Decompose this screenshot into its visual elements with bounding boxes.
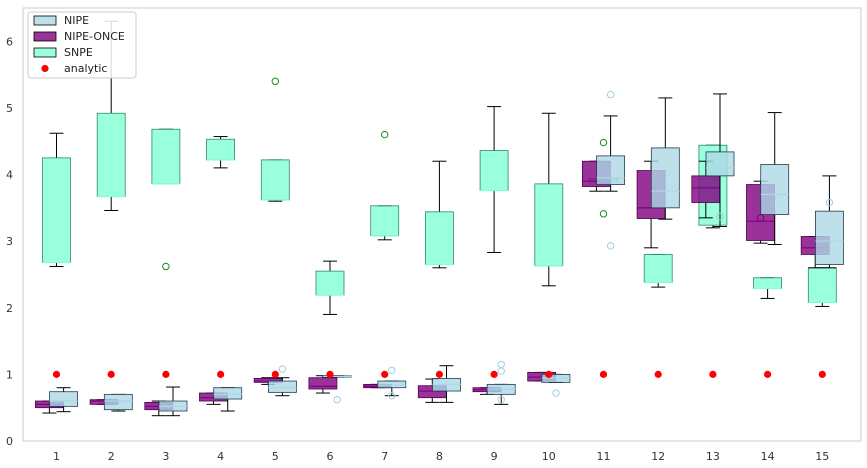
nipe-flier — [333, 395, 341, 404]
analytic-point — [162, 370, 170, 378]
legend: NIPE NIPE-ONCE SNPE analytic — [27, 11, 137, 79]
y-tick-label: 3 — [6, 235, 13, 248]
snpe-box — [206, 138, 236, 161]
snpe-box — [643, 254, 673, 283]
legend-frame — [27, 11, 137, 79]
x-tick-label: 2 — [108, 450, 115, 463]
nipe-box — [705, 151, 735, 177]
x-tick-label: 14 — [761, 450, 775, 463]
nipe-flier — [606, 242, 615, 250]
x-tick-label: 10 — [542, 450, 556, 463]
y-tick-label: 4 — [6, 169, 13, 182]
analytic-point — [599, 370, 608, 378]
snpe-box — [370, 205, 400, 237]
analytic-point — [764, 370, 772, 378]
analytic-point — [217, 370, 225, 378]
y-tick-label: 6 — [6, 35, 13, 48]
nipe-box — [377, 380, 407, 389]
analytic-point — [52, 370, 61, 378]
legend-marker-analytic — [41, 64, 49, 73]
legend-label-nipe: NIPE — [64, 14, 89, 27]
snpe-flier — [381, 130, 389, 139]
nipe-flier — [825, 198, 834, 207]
series-snpe — [42, 20, 837, 315]
analytic-point — [545, 370, 553, 378]
x-tick-label: 11 — [597, 450, 611, 463]
snpe-box — [151, 128, 181, 185]
nipe-box — [268, 380, 297, 393]
nipe-flier — [716, 212, 724, 221]
snpe-box — [534, 183, 564, 267]
nipe-box — [49, 391, 79, 407]
legend-label-nipe-once: NIPE-ONCE — [64, 30, 125, 43]
analytic-point — [326, 370, 334, 378]
y-tick-label: 2 — [6, 302, 13, 315]
nipe-flier — [388, 392, 396, 400]
y-tick-label: 5 — [6, 102, 13, 115]
x-tick-label: 8 — [436, 450, 443, 463]
analytic-point — [654, 370, 662, 378]
nipe-flier — [497, 395, 505, 404]
x-tick-label: 3 — [162, 450, 169, 463]
snpe-box — [315, 270, 345, 296]
plot-frame — [22, 7, 862, 442]
x-tick-label: 9 — [491, 450, 498, 463]
snpe-box — [807, 267, 837, 303]
nipe-box — [541, 373, 571, 383]
snpe-box — [424, 211, 454, 265]
x-tick-label: 12 — [651, 450, 665, 463]
legend-label-analytic: analytic — [64, 62, 107, 75]
legend-swatch-nipe — [33, 15, 57, 26]
nipe-flier — [497, 360, 505, 369]
legend-swatch-nipe-once — [33, 31, 57, 42]
analytic-point — [107, 370, 115, 378]
snpe-box — [96, 112, 126, 197]
nipe-box — [760, 164, 790, 215]
snpe-box — [479, 150, 509, 191]
analytic-layer — [52, 370, 826, 378]
legend-swatch-snpe — [33, 47, 57, 58]
x-tick-label: 4 — [217, 450, 224, 463]
nipe-flier — [278, 365, 287, 373]
analytic-point — [271, 370, 279, 378]
snpe-flier — [599, 210, 608, 218]
nipe-box — [596, 155, 626, 185]
x-tick-label: 6 — [327, 450, 334, 463]
x-tick-label: 1 — [53, 450, 60, 463]
snpe-box — [42, 157, 71, 263]
legend-label-snpe: SNPE — [64, 46, 93, 59]
nipe-box — [103, 393, 133, 411]
analytic-point — [818, 370, 826, 378]
analytic-point — [381, 370, 389, 378]
snpe-flier — [271, 77, 279, 85]
snpe-flier — [599, 138, 608, 147]
snpe-flier — [162, 262, 170, 271]
x-tick-label: 5 — [272, 450, 279, 463]
series-nipe — [49, 90, 844, 417]
analytic-point — [709, 370, 717, 378]
x-tick-label: 15 — [815, 450, 829, 463]
nipe-flier — [552, 389, 560, 397]
analytic-point — [435, 370, 443, 378]
nipe-flier — [388, 366, 396, 375]
series-layer — [34, 20, 844, 417]
nipe-once-box — [691, 175, 721, 203]
nipe-box — [650, 147, 680, 209]
snpe-box — [753, 277, 782, 289]
x-tick-label: 7 — [381, 450, 388, 463]
snpe-box — [260, 159, 290, 201]
nipe-box — [213, 387, 243, 400]
x-tick-label: 13 — [706, 450, 720, 463]
y-tick-label: 0 — [6, 435, 13, 448]
nipe-flier — [606, 90, 615, 99]
nipe-box — [815, 210, 844, 265]
analytic-point — [490, 370, 498, 378]
y-tick-label: 1 — [6, 368, 13, 381]
nipe-once-box — [308, 377, 338, 390]
